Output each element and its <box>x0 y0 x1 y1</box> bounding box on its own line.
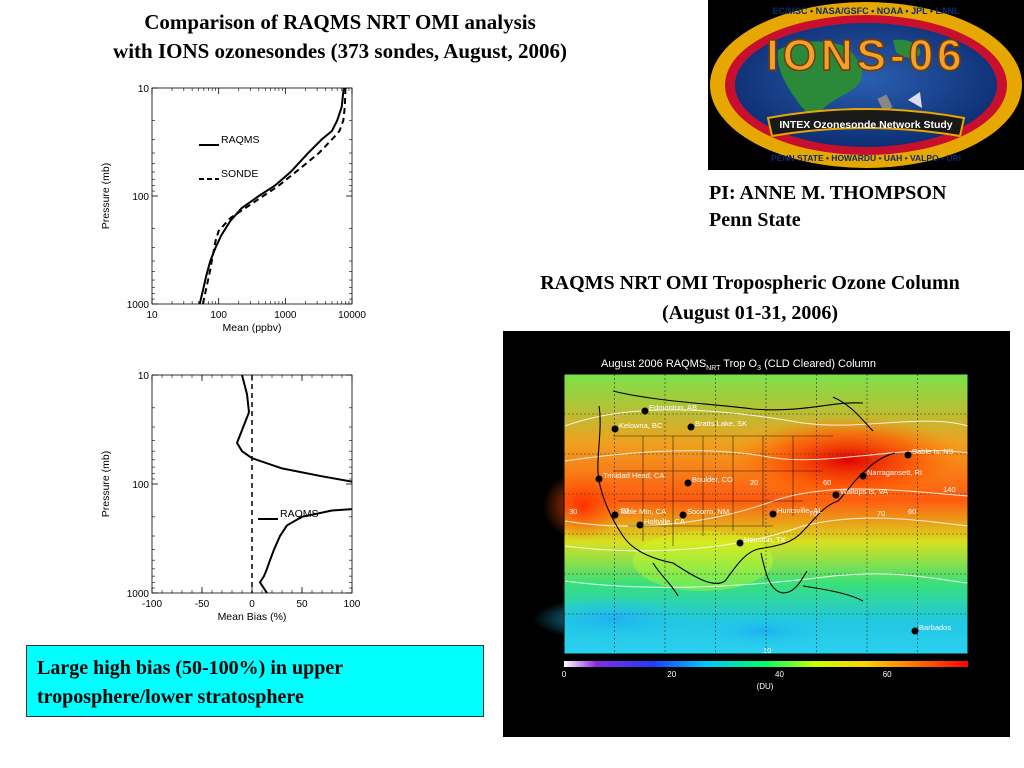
station-label: Wallops Is, VA <box>840 487 888 496</box>
station-label: Huntsville, AL <box>777 506 822 515</box>
station-label: Kelowna, BC <box>619 421 663 430</box>
colorbar-tick-label: 40 <box>775 670 784 679</box>
colorbar-tick-label: 0 <box>562 670 567 679</box>
station-marker <box>911 627 919 635</box>
x-tick-label: 10000 <box>338 310 366 321</box>
logo-main-text: IONS-06 <box>766 31 965 80</box>
contour-label: 10 <box>763 646 771 655</box>
station-marker <box>679 511 687 519</box>
y-tick-label: 100 <box>132 192 149 203</box>
title-line-2: with IONS ozonesondes (373 sondes, Augus… <box>113 39 567 63</box>
coastlines <box>597 390 896 602</box>
station-marker <box>859 472 867 480</box>
colorbar <box>564 661 968 667</box>
logo-top-text: EC/MSC • NASA/GSFC • NOAA • JPL • LANL <box>772 6 960 16</box>
pi-affiliation: Penn State <box>709 209 801 231</box>
x-tick-label: 100 <box>344 599 361 610</box>
station-label: Barbados <box>919 623 951 632</box>
station-label: Edmonton, AB <box>649 403 697 412</box>
colorbar-unit: (DU) <box>757 682 774 691</box>
y-tick-label: 100 <box>132 480 149 491</box>
x-tick-label: 100 <box>210 310 227 321</box>
station-marker <box>687 423 695 431</box>
map-title: RAQMS NRT OMI Tropospheric Ozone Column … <box>476 268 1024 328</box>
station-marker <box>904 451 912 459</box>
y-axis-label: Pressure (mb) <box>100 451 112 518</box>
station-marker <box>736 539 744 547</box>
station-label: Sable Is, NS <box>912 447 954 456</box>
station-marker <box>684 479 692 487</box>
x-tick-label: 1000 <box>274 310 297 321</box>
map-heading: August 2006 RAQMSNRT Trop O3 (CLD Cleare… <box>601 358 876 372</box>
y-tick-label: 10 <box>138 371 150 382</box>
title-line-1: Comparison of RAQMS NRT OMI analysis <box>144 10 536 34</box>
y-tick-label: 1000 <box>127 300 150 311</box>
contour-label: 60 <box>823 478 831 487</box>
page-title: Comparison of RAQMS NRT OMI analysis wit… <box>20 8 660 66</box>
colorbar-ticks: 0 20 40 60 <box>562 670 892 679</box>
ozone-column-map: August 2006 RAQMSNRT Trop O3 (CLD Cleare… <box>503 331 1010 737</box>
ions-06-logo: EC/MSC • NASA/GSFC • NOAA • JPL • LANL I… <box>708 0 1024 170</box>
x-axis-label: Mean Bias (%) <box>218 611 287 623</box>
callout-line-1: Large high bias (50-100%) in upper <box>37 657 344 679</box>
legend-label-raqms: RAQMS <box>280 508 319 520</box>
station-label: Houston, TX <box>744 535 786 544</box>
station-marker <box>636 521 644 529</box>
series-line-raqms <box>235 375 352 483</box>
contour-label: 70 <box>809 509 817 518</box>
contour-label: 140 <box>943 485 956 494</box>
y-tick-label: 10 <box>138 84 150 95</box>
map-title-line-1: RAQMS NRT OMI Tropospheric Ozone Column <box>540 272 960 294</box>
logo-banner-text: INTEX Ozonesonde Network Study <box>779 119 952 131</box>
colorbar-tick-label: 60 <box>883 670 892 679</box>
x-tick-label: -100 <box>142 599 162 610</box>
station-markers: Edmonton, AB Kelowna, BC Bratts Lake, SK Sa… <box>595 403 954 635</box>
pi-name: PI: ANNE M. THOMPSON <box>709 182 947 204</box>
plot-frame <box>151 87 353 305</box>
station-label: Bratts Lake, SK <box>695 419 747 428</box>
contour-labels: 30 20 20 60 70 70 140 60 10 <box>569 478 956 655</box>
station-label: Holtville, CA <box>644 517 685 526</box>
station-marker <box>611 425 619 433</box>
x-tick-label: 10 <box>146 310 158 321</box>
series-line-sonde <box>201 88 347 304</box>
political-borders <box>613 435 833 546</box>
station-label: Narragansett, RI <box>867 468 922 477</box>
y-axis-label: Pressure (mb) <box>100 163 112 230</box>
colorbar-tick-label: 20 <box>667 670 676 679</box>
series-line-raqms-upper <box>258 508 352 593</box>
mean-bias-chart: 10 100 1000-100 -50 0 50 100 Mean Bias (%) Press… <box>100 371 361 623</box>
x-tick-label: 50 <box>296 599 308 610</box>
x-axis-label: Mean (ppbv) <box>223 322 282 334</box>
map-title-line-2: (August 01-31, 2006) <box>661 302 839 324</box>
y-tick-label: 1000 <box>127 589 150 600</box>
station-marker <box>611 511 619 519</box>
station-marker <box>641 407 649 415</box>
station-marker <box>769 510 777 518</box>
station-label: Table Mtn, CA <box>619 507 666 516</box>
legend-label-sonde: SONDE <box>221 168 258 180</box>
series-line-raqms <box>198 88 345 304</box>
pi-info: PI: ANNE M. THOMPSON Penn State <box>709 180 946 234</box>
contour-label: 20 <box>750 478 758 487</box>
x-tick-label: -50 <box>195 599 210 610</box>
logo-bottom-text: PENN STATE • HOWARDU • UAH • VALPO • URI <box>771 153 961 163</box>
contour-label: 30 <box>569 507 577 516</box>
contour-label: 60 <box>908 507 916 516</box>
bias-callout-box: Large high bias (50-100%) in upper tropo… <box>26 645 484 717</box>
map-frame <box>563 373 969 655</box>
x-tick-label: 0 <box>249 599 255 610</box>
legend-label-raqms: RAQMS <box>221 134 260 146</box>
contour-label: 20 <box>621 506 629 515</box>
station-marker <box>832 491 840 499</box>
station-marker <box>595 475 603 483</box>
contour-label: 70 <box>877 509 885 518</box>
station-label: Boulder, CO <box>692 475 733 484</box>
station-label: Socorro, NM <box>687 507 729 516</box>
callout-line-2: troposphere/lower stratosphere <box>37 686 304 708</box>
station-label: Trinidad Head, CA <box>603 471 664 480</box>
